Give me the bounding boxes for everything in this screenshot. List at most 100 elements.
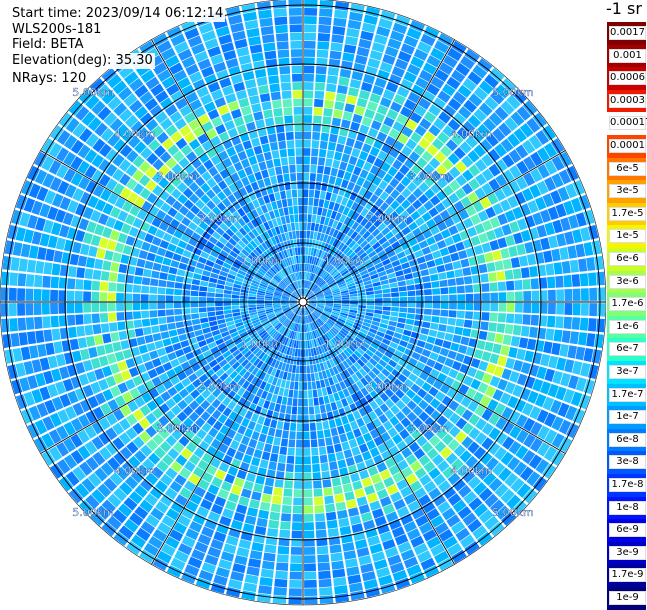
range-gate-cell [537, 442, 550, 457]
range-gate-cell [258, 267, 267, 275]
range-gate-cell [320, 335, 327, 344]
range-gate-cell [569, 331, 579, 345]
range-gate-cell [306, 280, 309, 289]
range-gate-cell [355, 390, 364, 400]
range-gate-cell [339, 267, 348, 275]
range-gate-cell [266, 202, 273, 212]
range-gate-cell [303, 148, 311, 156]
range-gate-cell [151, 236, 162, 247]
range-gate-cell [305, 324, 308, 332]
range-gate-cell [236, 255, 245, 263]
range-gate-cell [310, 164, 317, 173]
range-gate-cell [278, 283, 286, 289]
range-gate-cell [294, 247, 298, 256]
range-gate-cell [404, 216, 414, 226]
range-gate-cell [277, 132, 286, 142]
range-gate-cell [378, 180, 389, 190]
range-gate-cell [204, 38, 219, 50]
range-gate-cell [405, 318, 415, 325]
range-gate-cell [117, 321, 126, 331]
range-gate-cell [483, 118, 497, 132]
range-gate-cell [283, 388, 289, 397]
range-gate-cell [478, 487, 493, 502]
range-gate-cell [119, 418, 131, 431]
range-gate-cell [367, 535, 381, 546]
range-gate-cell [201, 389, 211, 399]
range-gate-cell [396, 86, 410, 98]
range-gate-cell [317, 41, 330, 50]
range-gate-cell [268, 338, 276, 347]
range-gate-cell [363, 258, 372, 266]
range-gate-cell [308, 299, 317, 302]
range-gate-cell [293, 106, 303, 115]
range-gate-cell [468, 413, 480, 426]
range-gate-cell [211, 195, 221, 206]
range-gate-cell [242, 380, 250, 390]
range-gate-cell [447, 493, 462, 506]
range-gate-cell [165, 536, 180, 549]
range-gate-cell [426, 448, 439, 460]
range-gate-cell [298, 272, 301, 280]
range-gate-cell [158, 428, 170, 440]
range-ring-label: 1.00km [240, 338, 282, 351]
range-gate-cell [293, 340, 297, 348]
range-gate-cell [218, 34, 233, 45]
range-gate-cell [256, 517, 268, 528]
range-gate-cell [10, 257, 20, 271]
range-gate-cell [430, 515, 445, 528]
range-gate-cell [325, 305, 333, 309]
range-gate-cell [92, 324, 102, 335]
range-gate-cell [211, 503, 224, 515]
range-gate-cell [344, 103, 355, 113]
range-gate-cell [165, 309, 174, 316]
range-gate-cell [462, 267, 472, 276]
range-gate-cell [447, 118, 461, 132]
range-gate-cell [218, 559, 233, 570]
range-gate-cell [405, 473, 418, 485]
range-gate-cell [470, 378, 481, 390]
range-gate-cell [314, 505, 325, 514]
range-gate-cell [488, 322, 497, 332]
range-gate-cell [440, 365, 451, 375]
range-gate-cell [372, 508, 384, 519]
range-gate-cell [99, 143, 112, 158]
range-gate-cell [98, 417, 111, 430]
range-gate-cell [262, 276, 271, 283]
range-gate-cell [405, 389, 416, 399]
range-gate-cell [317, 554, 330, 563]
range-gate-cell [482, 372, 493, 384]
range-gate-cell [400, 417, 411, 428]
range-gate-cell [398, 286, 407, 292]
range-gate-cell [263, 221, 271, 231]
range-gate-cell [311, 381, 317, 390]
range-gate-cell [346, 199, 354, 209]
range-gate-cell [477, 58, 493, 73]
range-gate-cell [257, 290, 266, 294]
range-gate-cell [190, 253, 200, 261]
range-gate-cell [195, 176, 206, 187]
range-gate-cell [412, 394, 423, 405]
range-gate-cell [200, 498, 213, 511]
range-gate-cell [158, 317, 167, 325]
range-gate-cell [310, 273, 314, 281]
range-gate-cell [133, 319, 143, 328]
range-gate-cell [319, 336, 324, 345]
range-gate-cell [467, 226, 478, 238]
range-gate-cell [251, 319, 260, 325]
range-gate-cell [267, 220, 274, 229]
range-gate-cell [139, 187, 151, 200]
range-gate-cell [76, 267, 86, 279]
range-gate-cell [303, 349, 306, 357]
range-gate-cell [265, 159, 274, 169]
range-gate-cell [473, 302, 482, 311]
range-gate-cell [265, 310, 274, 314]
range-gate-cell [314, 310, 321, 316]
range-gate-cell [564, 231, 575, 245]
range-gate-cell [281, 297, 289, 300]
range-gate-cell [507, 133, 521, 148]
range-gate-cell [83, 279, 92, 290]
range-gate-cell [278, 225, 285, 234]
range-gate-cell [516, 106, 531, 121]
range-gate-cell [337, 459, 347, 469]
range-gate-cell [379, 496, 392, 507]
